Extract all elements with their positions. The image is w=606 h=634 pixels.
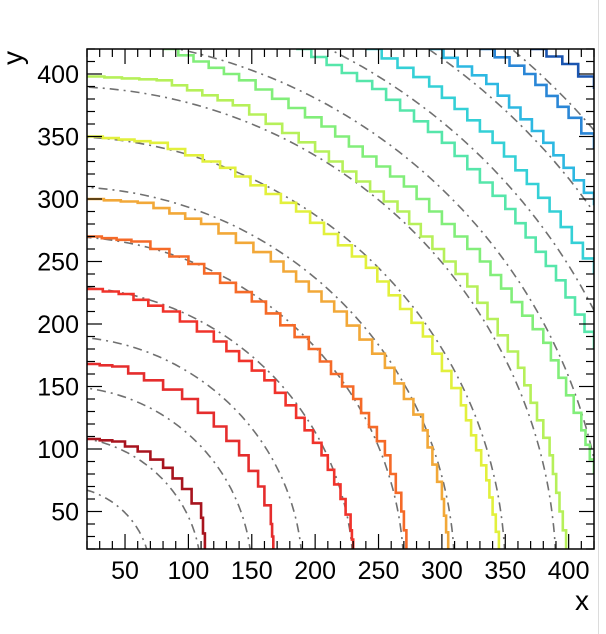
dashed-contour-line: [87, 336, 302, 549]
axis-ticks: 50 100 150 200 250 300 350 400 50 100 150 200 250 300…: [37, 48, 595, 585]
contour-line: [479, 49, 594, 149]
dashed-contour-line: [174, 49, 594, 463]
contour-line: [87, 287, 355, 549]
dashed-contour-line: [510, 49, 594, 132]
x-axis-title: x: [575, 585, 589, 616]
y-tick-label: 400: [37, 61, 79, 89]
x-tick-label: 300: [421, 557, 463, 585]
plot-frame: [86, 48, 595, 550]
y-tick-label: 300: [37, 186, 79, 214]
y-tick-label: 50: [51, 499, 79, 527]
contour-line: [87, 235, 408, 549]
contour-line: [530, 49, 594, 89]
y-tick-label: 350: [37, 124, 79, 152]
x-tick-label: 100: [168, 557, 210, 585]
dashed-contour-line: [87, 186, 455, 549]
dashed-contour-line: [87, 236, 404, 549]
y-tick-label: 250: [37, 249, 79, 277]
x-tick-label: 50: [111, 557, 139, 585]
dashed-contour-line: [87, 387, 251, 549]
x-tick-label: 250: [358, 557, 400, 585]
contour-line: [87, 197, 450, 549]
contour-line: [365, 49, 594, 274]
dashed-contour-line: [87, 489, 148, 549]
dashed-contour-line: [327, 49, 594, 313]
dashed-contour-line: [87, 86, 557, 549]
contour-line: [163, 49, 594, 474]
x-tick-label: 350: [484, 557, 526, 585]
contour-line: [429, 49, 594, 206]
contour-line: [87, 135, 501, 549]
y-tick-label: 100: [37, 436, 79, 464]
dashed-contour-layer: [87, 49, 594, 549]
dashed-contour-line: [87, 136, 506, 549]
x-tick-label: 200: [294, 557, 336, 585]
y-tick-label: 150: [37, 374, 79, 402]
contour-line: [296, 49, 594, 349]
page-edge-rule: [598, 0, 599, 634]
dashed-contour-line: [87, 437, 200, 549]
y-axis-title: y: [0, 51, 28, 65]
dashed-contour-line: [426, 49, 594, 214]
contour-line: [87, 437, 207, 549]
contour-line: [87, 362, 275, 549]
dashed-contour-line: [87, 286, 353, 549]
contour-line: [87, 75, 568, 549]
colored-contour-layer: [87, 49, 594, 549]
x-tick-label: 150: [231, 557, 273, 585]
x-tick-label: 400: [548, 557, 590, 585]
y-tick-label: 200: [37, 311, 79, 339]
